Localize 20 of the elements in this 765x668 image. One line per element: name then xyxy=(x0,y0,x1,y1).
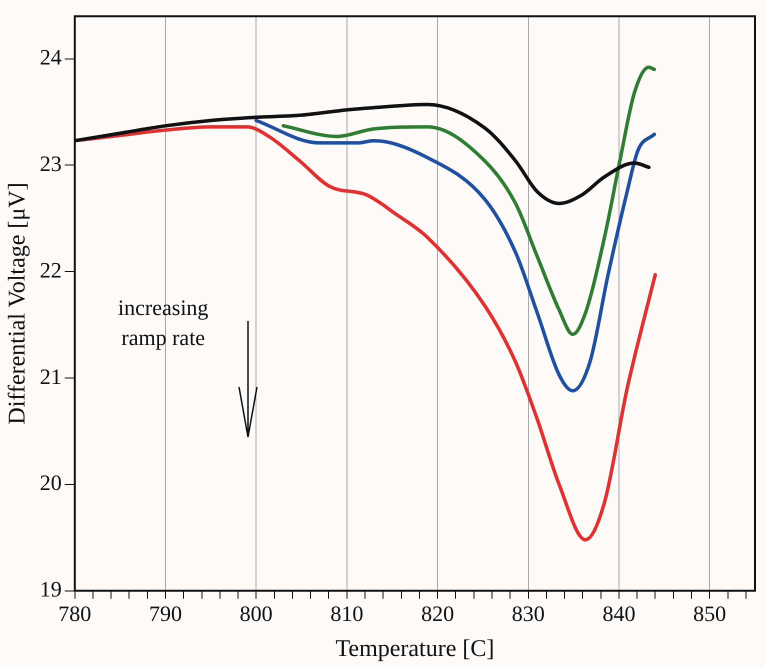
x-tick-label: 830 xyxy=(512,600,545,626)
y-axis-title: Differential Voltage [μV] xyxy=(4,182,31,425)
y-tick-label: 23 xyxy=(40,150,62,176)
y-tick-label: 21 xyxy=(40,364,62,389)
x-tick-label: 850 xyxy=(693,600,726,626)
y-tick-label: 20 xyxy=(40,470,62,496)
y-tick-label: 19 xyxy=(40,576,62,602)
x-tick-label: 810 xyxy=(330,600,364,626)
x-tick-label: 800 xyxy=(240,600,273,626)
y-tick-label: 24 xyxy=(40,44,62,70)
line-series xyxy=(282,66,656,336)
x-tick-label: 780 xyxy=(58,600,92,626)
annotation: increasing ramp rate xyxy=(118,294,208,350)
x-tick-label: 790 xyxy=(148,600,182,626)
line-series xyxy=(254,118,656,393)
x-axis-title: Temperature [C] xyxy=(335,636,494,662)
x-tick-label: 820 xyxy=(421,600,454,626)
y-tick-label: 22 xyxy=(40,257,62,282)
x-tick-label: 840 xyxy=(602,600,636,626)
line-series xyxy=(74,125,657,542)
